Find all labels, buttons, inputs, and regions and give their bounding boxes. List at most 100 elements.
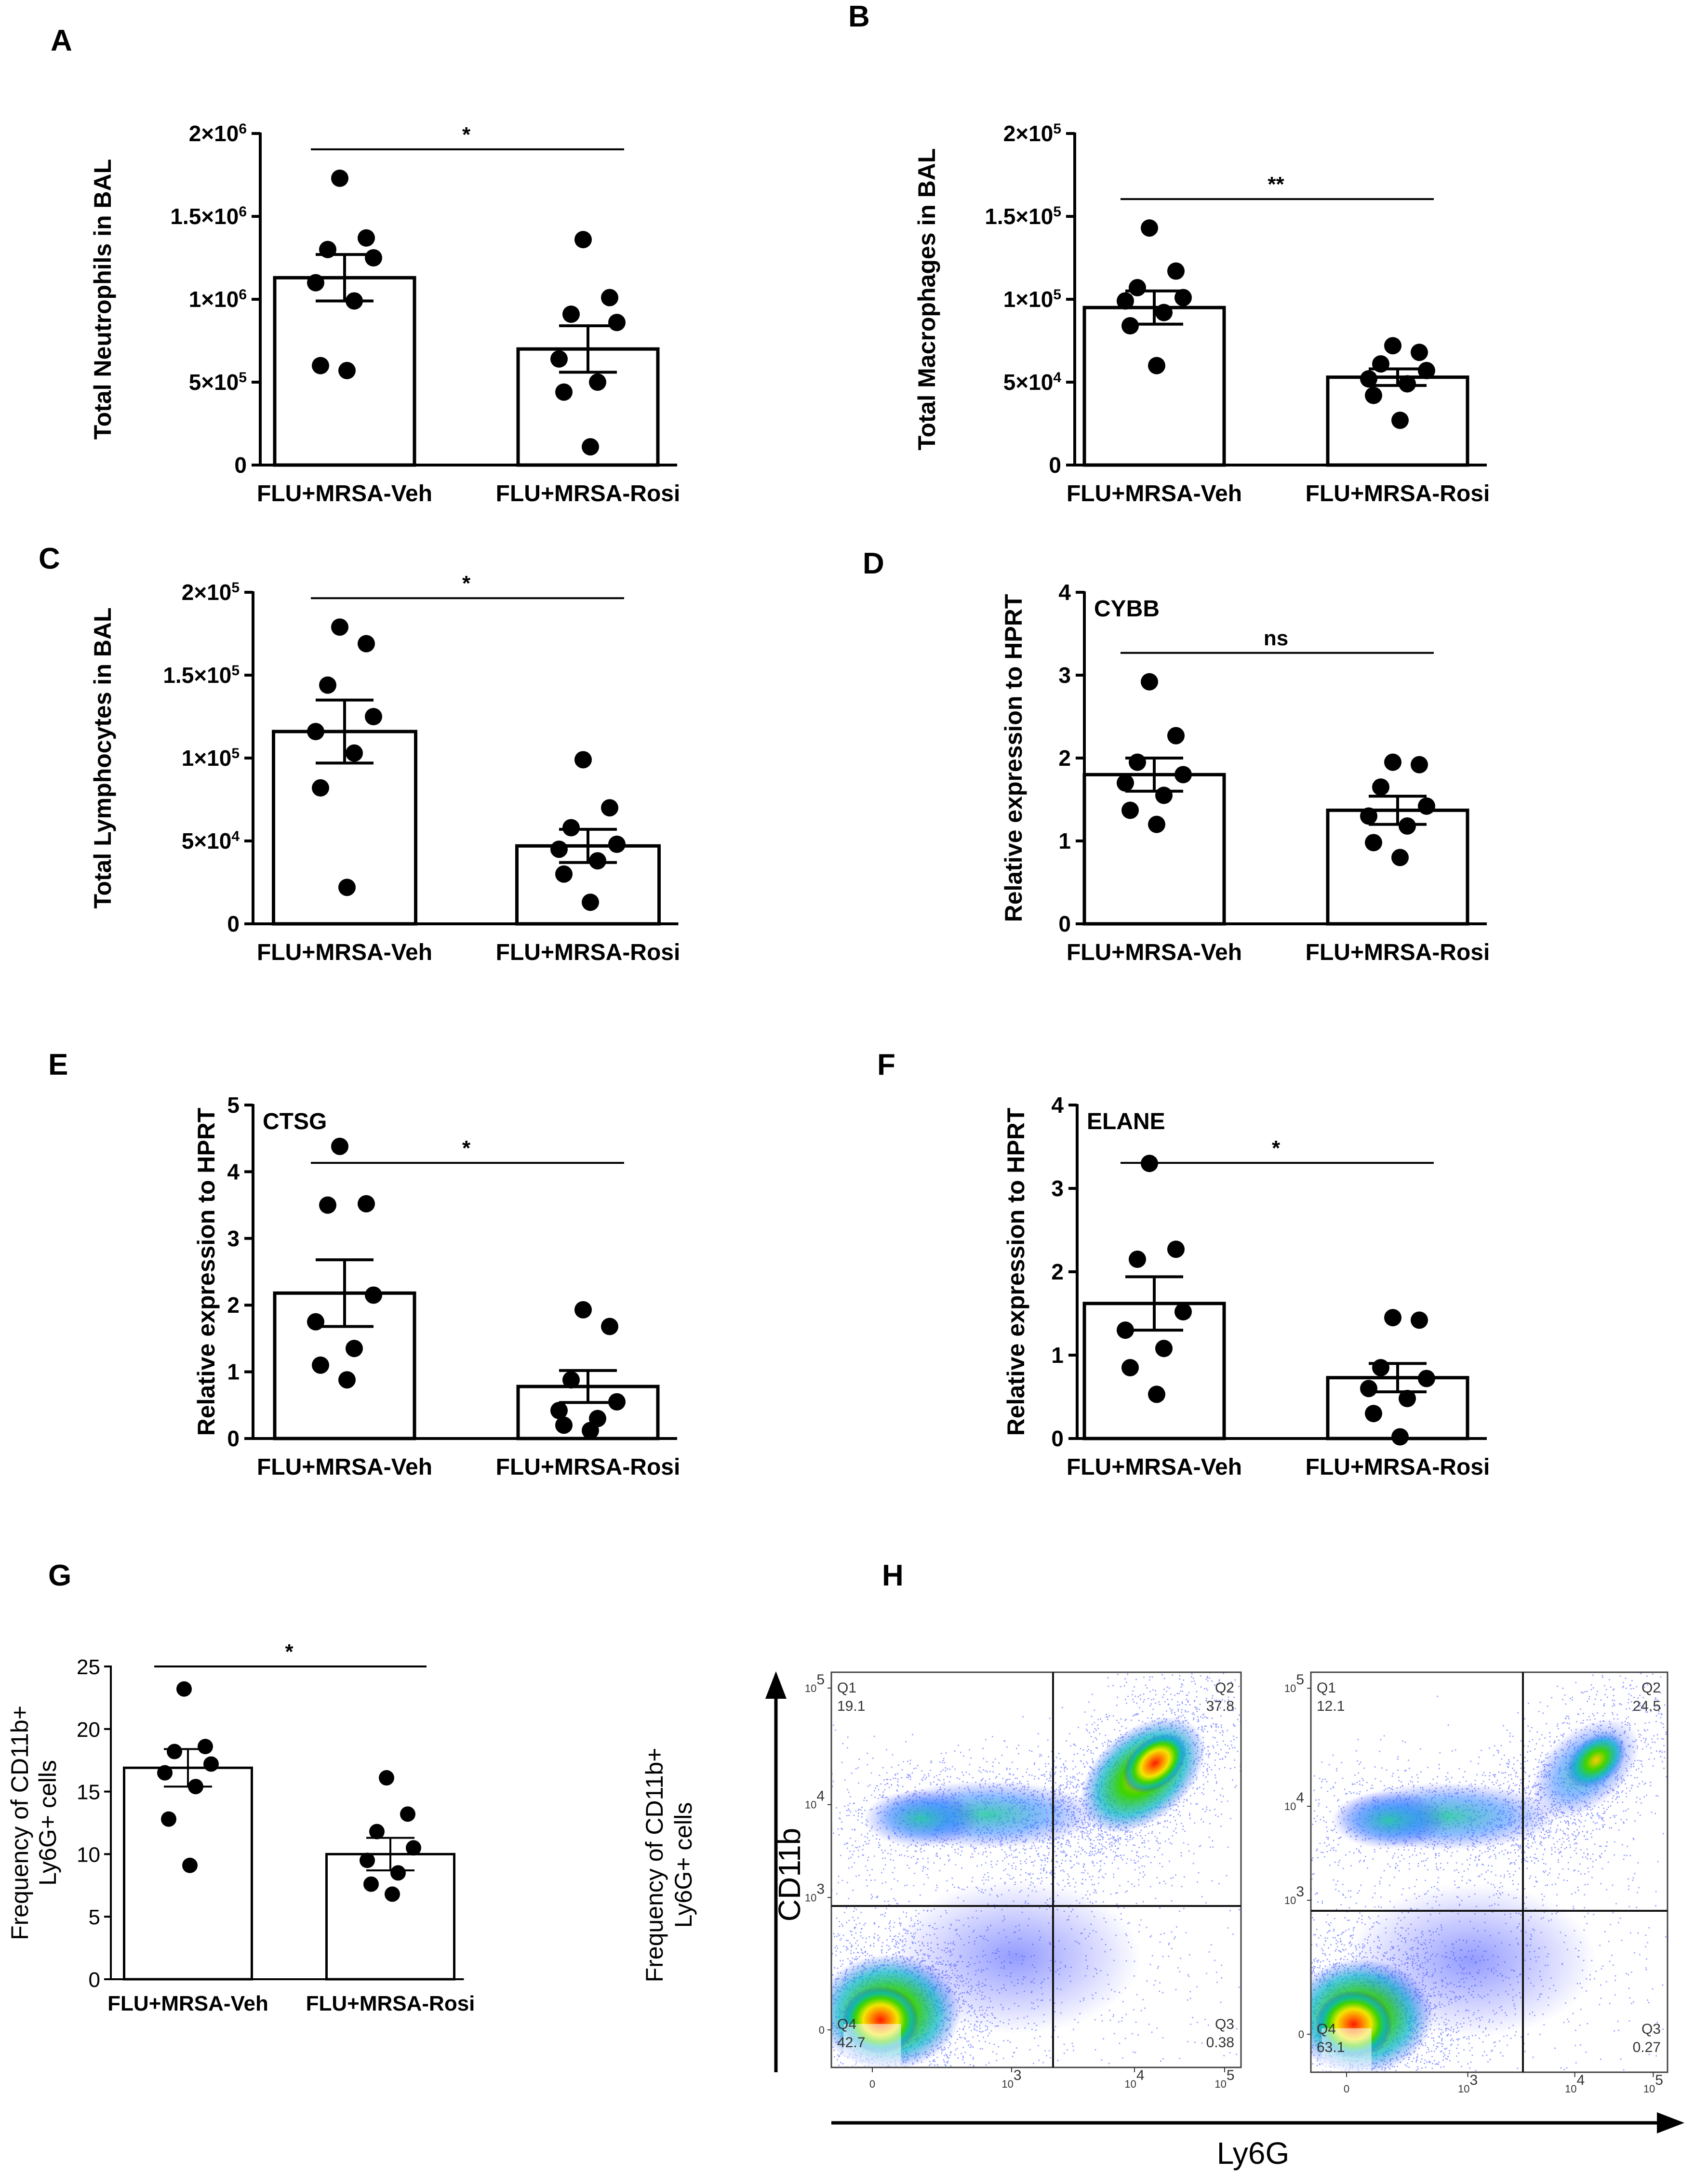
significance-label: * bbox=[462, 123, 471, 147]
data-point bbox=[1155, 1340, 1173, 1358]
significance-label: * bbox=[1272, 1136, 1281, 1160]
data-point bbox=[379, 1770, 394, 1786]
panel-b: B 0 5×104 1×105 1.5×105 2×105 FLU+MRSA-Veh FLU+… bbox=[848, 0, 1490, 506]
data-point bbox=[1384, 1309, 1401, 1327]
panel-label-e: E bbox=[48, 1048, 68, 1081]
data-point bbox=[582, 1422, 599, 1439]
data-point bbox=[167, 1744, 182, 1759]
data-point bbox=[307, 722, 324, 740]
panel-label-b: B bbox=[848, 0, 870, 33]
panel-label-a: A bbox=[51, 24, 72, 57]
data-point bbox=[1391, 1428, 1409, 1446]
data-point bbox=[550, 840, 568, 858]
y-axis-title: Total Lymphocytes in BAL bbox=[89, 607, 116, 908]
data-point bbox=[385, 1886, 400, 1902]
data-point bbox=[198, 1739, 213, 1755]
data-point bbox=[601, 799, 618, 817]
panel-label-f: F bbox=[877, 1048, 895, 1081]
flow-y-tick-label: 0 bbox=[819, 2024, 825, 2036]
data-point bbox=[331, 618, 348, 636]
data-point bbox=[1391, 849, 1409, 866]
quadrant-percentage: 63.1 bbox=[1317, 2039, 1345, 2055]
data-point bbox=[1384, 753, 1401, 771]
data-point bbox=[1360, 1380, 1377, 1398]
density-region bbox=[890, 1879, 1141, 2034]
data-point bbox=[390, 1865, 406, 1881]
data-point bbox=[1155, 786, 1173, 804]
data-point bbox=[1391, 412, 1409, 429]
panel-label-g: G bbox=[48, 1559, 71, 1592]
flow-y-axis-title: Ly6G+ cells bbox=[670, 1802, 697, 1928]
data-point bbox=[157, 1765, 173, 1781]
data-point bbox=[1117, 1321, 1134, 1339]
significance-label: * bbox=[285, 1640, 294, 1664]
data-point bbox=[1155, 304, 1173, 321]
y-tick-label: 5×105 bbox=[189, 370, 247, 395]
data-point bbox=[1129, 753, 1146, 771]
quadrant-name: Q3 bbox=[1641, 2021, 1661, 2037]
data-point bbox=[1418, 1370, 1435, 1387]
panel-label-h: H bbox=[882, 1559, 904, 1592]
data-point bbox=[562, 1371, 580, 1389]
data-point bbox=[188, 1779, 203, 1795]
flow-panel: H Frequency of CD11b+ Ly6G+ cells CD11b Ly… bbox=[641, 1559, 1684, 2171]
y-tick-label: 1×106 bbox=[189, 287, 247, 312]
quadrant-name: Q1 bbox=[1317, 1680, 1336, 1696]
y-tick-label: 2 bbox=[227, 1293, 240, 1318]
data-point bbox=[360, 1852, 375, 1868]
data-point bbox=[1399, 1389, 1416, 1407]
quadrant-name: Q4 bbox=[1317, 2021, 1336, 2037]
ly6g-arrowhead bbox=[1657, 2112, 1684, 2133]
y-tick-label: 4 bbox=[1058, 580, 1071, 605]
data-point bbox=[161, 1811, 176, 1827]
y-tick-label: 20 bbox=[77, 1718, 100, 1742]
data-point bbox=[555, 1416, 573, 1434]
y-tick-label: 3 bbox=[227, 1226, 240, 1251]
data-point bbox=[307, 274, 324, 292]
cd11b-arrowhead bbox=[765, 1671, 787, 1699]
origin-gate bbox=[1321, 2028, 1372, 2072]
plot-frame bbox=[830, 1671, 1242, 2068]
y-tick-label: 10 bbox=[77, 1843, 100, 1866]
quadrant-percentage: 19.1 bbox=[837, 1698, 865, 1714]
data-point bbox=[1399, 375, 1416, 393]
data-point bbox=[574, 751, 592, 769]
panel-g: G 0 5 10 15 20 25 FLU+MRSA-Veh FLU+MRSA-Rosi * Fre… bbox=[6, 1559, 475, 2015]
quadrant-name: Q3 bbox=[1215, 2016, 1234, 2032]
y-axis-title: Total Macrophages in BAL bbox=[913, 148, 940, 451]
panel-c: C 0 5×104 1×105 1.5×105 2×105 FLU+MRSA-Veh FLU+… bbox=[39, 542, 680, 965]
density-region bbox=[1566, 1732, 1626, 1788]
ly6g-axis-label: Ly6G bbox=[1217, 2136, 1290, 2171]
data-point bbox=[1418, 797, 1435, 815]
data-point bbox=[346, 292, 363, 310]
flow-y-tick-label: 0 bbox=[1298, 2028, 1304, 2040]
data-point bbox=[307, 1313, 324, 1331]
data-point bbox=[331, 1137, 348, 1155]
y-tick-label: 2 bbox=[1058, 746, 1071, 771]
data-point bbox=[1411, 756, 1428, 773]
data-point bbox=[574, 1301, 592, 1319]
data-point bbox=[338, 361, 356, 379]
data-point bbox=[550, 350, 568, 368]
y-tick-label: 1 bbox=[1051, 1343, 1064, 1368]
y-tick-label: 0 bbox=[1049, 453, 1061, 478]
quadrant-percentage: 42.7 bbox=[837, 2035, 865, 2051]
data-point bbox=[312, 357, 329, 374]
data-point bbox=[1174, 289, 1192, 306]
data-point bbox=[176, 1681, 192, 1697]
y-tick-label: 1 bbox=[227, 1359, 240, 1385]
flow-density bbox=[831, 1672, 1241, 2067]
data-point bbox=[319, 676, 336, 694]
data-point bbox=[365, 708, 382, 725]
y-tick-label: 5×104 bbox=[182, 828, 240, 854]
quadrant-name: Q4 bbox=[837, 2016, 856, 2032]
data-point bbox=[365, 249, 382, 267]
y-tick-label: 0 bbox=[227, 1426, 240, 1451]
data-point bbox=[358, 229, 375, 247]
data-point bbox=[562, 819, 580, 837]
y-tick-label: 3 bbox=[1058, 663, 1071, 688]
y-tick-label: 5 bbox=[89, 1905, 100, 1929]
data-point bbox=[365, 1286, 382, 1304]
quadrant-name: Q2 bbox=[1215, 1680, 1234, 1696]
